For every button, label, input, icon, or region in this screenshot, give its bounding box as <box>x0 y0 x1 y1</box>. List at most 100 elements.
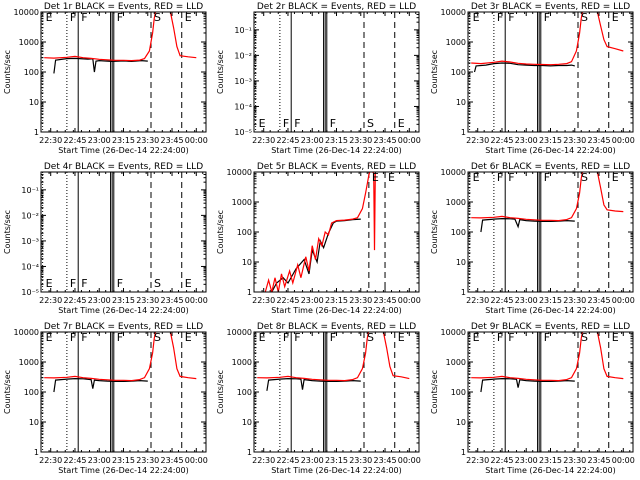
marker-label: F <box>70 11 76 24</box>
x-tick-label: 23:30 <box>136 456 159 465</box>
panel-title: Det 7r BLACK = Events, RED = LLD <box>44 322 203 332</box>
y-tick-label: 1 <box>461 448 466 457</box>
x-tick-label: 00:00 <box>398 136 421 145</box>
x-tick-label: 22:45 <box>276 456 299 465</box>
x-tick-label: 23:30 <box>563 456 586 465</box>
y-axis-label: Counts/sec <box>430 210 439 254</box>
lld-series-line <box>264 172 376 292</box>
y-tick-label: 10⁻³ <box>234 77 252 86</box>
x-tick-label: 22:45 <box>63 136 86 145</box>
y-tick-label: 100 <box>237 228 252 237</box>
y-tick-label: 10000 <box>14 328 39 337</box>
y-tick-label: 1 <box>461 288 466 297</box>
y-tick-label: 10000 <box>441 328 466 337</box>
x-axis-label: Start Time (26-Dec-14 22:24:00) <box>271 466 402 475</box>
marker-label: E <box>259 117 266 130</box>
x-tick-label: 23:00 <box>301 136 324 145</box>
marker-label: E <box>388 171 395 184</box>
y-tick-label: 100 <box>451 228 466 237</box>
x-tick-label: 00:00 <box>398 456 421 465</box>
y-tick-label: 100 <box>24 68 39 77</box>
y-tick-label: 100 <box>237 388 252 397</box>
marker-label: F <box>117 11 123 24</box>
y-tick-label: 1000 <box>232 358 252 367</box>
events-series-line <box>266 377 361 391</box>
x-axis-label: Start Time (26-Dec-14 22:24:00) <box>271 146 402 155</box>
marker-label: S <box>581 331 588 344</box>
marker-label: E <box>398 331 405 344</box>
marker-label: F <box>544 331 550 344</box>
y-tick-label: 10⁻⁵ <box>234 128 252 137</box>
panel-title: Det 9r BLACK = Events, RED = LLD <box>471 322 630 332</box>
y-tick-label: 10000 <box>227 168 252 177</box>
x-tick-label: 23:15 <box>112 296 135 305</box>
y-tick-label: 10000 <box>14 8 39 17</box>
marker-label: S <box>154 277 161 290</box>
y-tick-label: 10 <box>242 418 252 427</box>
x-tick-label: 22:45 <box>490 136 513 145</box>
panel-title: Det 5r BLACK = Events, RED = LLD <box>257 162 416 172</box>
marker-label: F <box>497 331 503 344</box>
marker-label: F <box>497 171 503 184</box>
x-tick-label: 22:30 <box>252 136 275 145</box>
x-tick-label: 23:15 <box>112 136 135 145</box>
plot-area <box>42 332 197 452</box>
y-axis-label: Counts/sec <box>3 210 12 254</box>
x-tick-label: 22:45 <box>276 296 299 305</box>
marker-label: E <box>473 331 480 344</box>
y-tick-label: 10 <box>242 258 252 267</box>
panel-title: Det 4r BLACK = Events, RED = LLD <box>44 162 203 172</box>
x-axis-label: Start Time (26-Dec-14 22:24:00) <box>485 466 616 475</box>
y-axis-label: Counts/sec <box>3 370 12 414</box>
x-tick-label: 00:00 <box>612 136 635 145</box>
marker-label: E <box>259 331 266 344</box>
lld-series-line <box>471 172 624 222</box>
x-axis-label: Start Time (26-Dec-14 22:24:00) <box>485 306 616 315</box>
lld-series-line <box>44 12 197 62</box>
x-tick-label: 23:00 <box>515 296 538 305</box>
x-tick-label: 23:30 <box>563 136 586 145</box>
events-series-line <box>480 217 575 233</box>
x-tick-label: 23:00 <box>301 456 324 465</box>
plot-area <box>42 172 183 292</box>
y-axis-label: Counts/sec <box>430 50 439 94</box>
x-tick-label: 22:45 <box>63 456 86 465</box>
y-tick-label: 1000 <box>446 198 466 207</box>
x-tick-label: 23:30 <box>349 456 372 465</box>
y-tick-label: 10⁻⁴ <box>21 262 39 271</box>
x-tick-label: 22:30 <box>466 136 489 145</box>
x-tick-label: 23:30 <box>136 296 159 305</box>
y-tick-label: 10 <box>456 258 466 267</box>
x-tick-label: 22:30 <box>39 136 62 145</box>
marker-label: E <box>46 11 53 24</box>
marker-label: F <box>294 117 300 130</box>
marker-label: F <box>81 331 87 344</box>
marker-label: E <box>46 277 53 290</box>
marker-label: F <box>497 11 503 24</box>
marker-label: F <box>294 331 300 344</box>
y-axis-label: Counts/sec <box>430 370 439 414</box>
marker-label: F <box>330 331 336 344</box>
x-tick-label: 22:30 <box>252 456 275 465</box>
x-tick-label: 00:00 <box>612 456 635 465</box>
y-tick-label: 1000 <box>446 38 466 47</box>
y-tick-label: 10 <box>29 98 39 107</box>
y-tick-label: 10⁻⁴ <box>234 102 252 111</box>
x-tick-label: 22:45 <box>276 136 299 145</box>
x-tick-label: 00:00 <box>185 456 208 465</box>
x-axis-label: Start Time (26-Dec-14 22:24:00) <box>58 306 189 315</box>
x-tick-label: 23:45 <box>160 456 183 465</box>
x-tick-label: 23:00 <box>301 296 324 305</box>
marker-label: S <box>154 331 161 344</box>
y-tick-label: 10⁻⁵ <box>21 288 39 297</box>
y-tick-label: 100 <box>451 68 466 77</box>
x-tick-label: 23:15 <box>325 456 348 465</box>
x-axis-label: Start Time (26-Dec-14 22:24:00) <box>58 466 189 475</box>
y-tick-label: 10000 <box>441 168 466 177</box>
plot-area <box>42 12 197 132</box>
marker-label: F <box>283 117 289 130</box>
